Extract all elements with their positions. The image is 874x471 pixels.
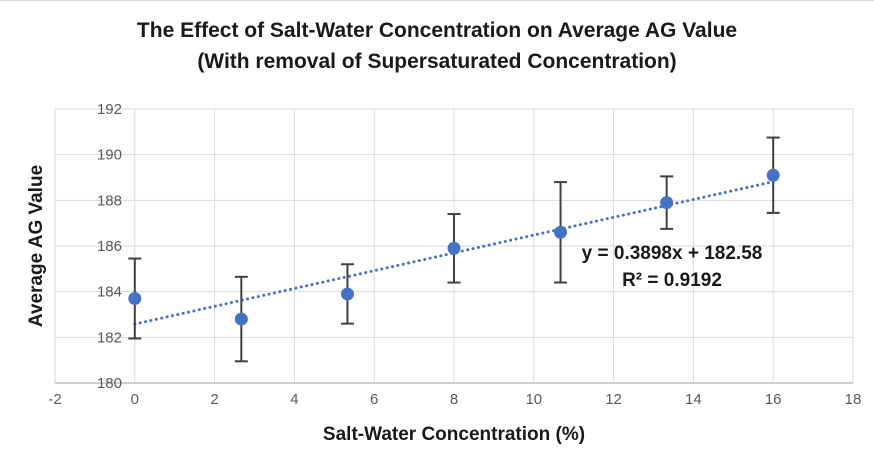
chart-title: The Effect of Salt-Water Concentration o… [0,15,874,77]
chart-title-line1: The Effect of Salt-Water Concentration o… [136,19,738,42]
trendline-r-squared: R² = 0.9192 [622,270,722,291]
x-tick-label: -2 [48,391,61,408]
y-tick-label: 192 [97,101,122,118]
data-point [447,241,461,255]
y-axis-title: Average AG Value [26,164,47,328]
data-point [766,168,780,182]
y-tick-label: 182 [97,329,122,346]
x-tick-label: 14 [685,391,702,408]
x-axis-title: Salt-Water Concentration (%) [322,424,586,445]
y-tick-label: 184 [97,284,122,301]
trendline-equation: y = 0.3898x + 182.58 [581,243,763,264]
data-point [554,225,568,239]
x-tick-label: 12 [605,391,622,408]
data-point [340,287,354,301]
x-tick-label: 16 [765,391,782,408]
x-tick-label: 2 [210,391,218,408]
y-tick-label: 180 [97,375,122,392]
x-tick-label: 10 [525,391,542,408]
y-tick-label: 186 [97,238,122,255]
data-point [234,312,248,326]
y-tick-label: 190 [97,147,122,164]
x-tick-label: 6 [370,391,378,408]
x-tick-label: 18 [845,391,862,408]
x-tick-label: 0 [131,391,139,408]
y-tick-label: 188 [97,192,122,209]
trendline-label: y = 0.3898x + 182.58 R² = 0.9192 [582,240,763,294]
x-tick-label: 8 [450,391,458,408]
data-point [660,196,674,210]
chart-title-line2: (With removal of Supersaturated Concentr… [197,50,677,73]
data-point [128,292,142,306]
x-tick-label: 4 [290,391,298,408]
